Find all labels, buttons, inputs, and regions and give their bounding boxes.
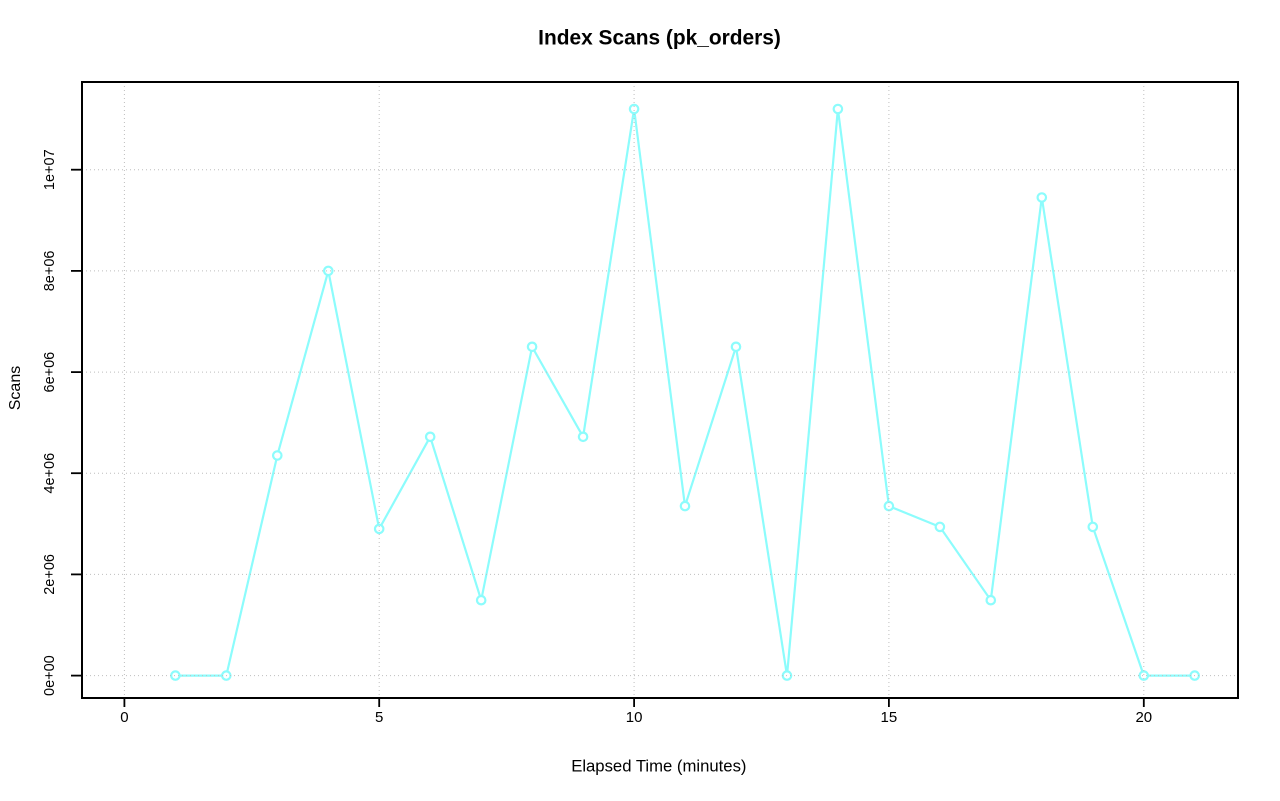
svg-text:2e+06: 2e+06	[42, 554, 58, 595]
svg-text:8e+06: 8e+06	[42, 251, 58, 292]
svg-text:5: 5	[375, 709, 383, 726]
svg-text:15: 15	[881, 709, 898, 726]
svg-text:Index Scans (pk_orders): Index Scans (pk_orders)	[538, 27, 781, 50]
svg-text:0e+00: 0e+00	[42, 655, 58, 696]
svg-text:Elapsed Time (minutes): Elapsed Time (minutes)	[571, 757, 746, 776]
svg-text:0: 0	[120, 709, 128, 726]
svg-text:6e+06: 6e+06	[42, 352, 58, 393]
svg-text:Scans: Scans	[7, 366, 24, 410]
svg-text:10: 10	[626, 709, 643, 726]
svg-text:4e+06: 4e+06	[42, 453, 58, 494]
svg-text:1e+07: 1e+07	[42, 149, 58, 190]
svg-text:20: 20	[1135, 709, 1152, 726]
